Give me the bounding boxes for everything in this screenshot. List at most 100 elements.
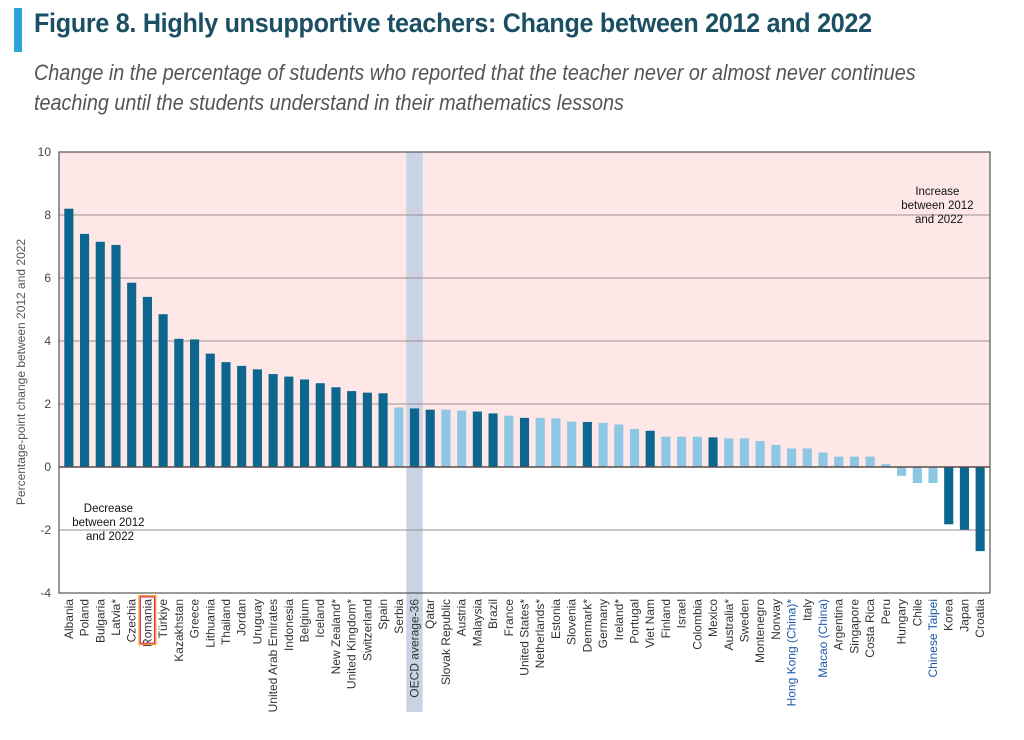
bar [504,415,514,467]
x-tick-label: Netherlands* [533,599,547,669]
y-tick-label: 10 [38,145,52,159]
bar [64,208,74,467]
x-tick-label: Malaysia [470,599,484,647]
annotation-increase-line: Increase [915,186,959,198]
x-tick-label: Bulgaria [93,599,107,643]
x-tick-label: Israel [675,599,689,628]
x-tick-label: Estonia [549,599,563,639]
bar [959,467,969,530]
romania-highlight-box [138,595,157,646]
bar [331,387,341,467]
x-tick-label: Czechia [125,599,139,643]
y-tick-label: 8 [44,208,51,222]
bar [95,241,105,467]
bar [221,362,231,467]
x-tick-label: OECD average-36 [408,599,422,698]
bar [771,444,781,467]
bar [629,428,640,467]
bar [362,392,372,467]
x-tick-label: Mexico [706,599,720,637]
bar [378,393,388,467]
romania-highlight-box-inner [139,596,155,644]
bar [551,418,561,467]
bar [661,436,671,467]
x-tick-label: United Arab Emirates [266,599,280,712]
x-tick-label: Serbia [392,599,406,634]
bar [441,409,451,467]
x-tick-label: New Zealand* [329,599,343,675]
x-tick-label: Brazil [486,599,500,629]
bar [80,233,90,467]
y-tick-label: 0 [44,460,51,474]
bar [724,438,734,467]
bar [457,410,467,467]
x-tick-label: Austria [455,599,469,637]
bar [598,422,608,467]
title-accent-bar [14,8,22,52]
bar [708,437,718,467]
bar [111,244,121,467]
x-tick-label: Italy [800,599,814,621]
bar [944,467,954,525]
x-tick-label: Singapore [847,599,861,654]
x-tick-label: Thailand [219,599,233,645]
x-tick-label: Korea [942,599,956,631]
x-tick-label: United Kingdom* [345,599,359,689]
x-tick-label: Spain [376,599,390,630]
y-tick-label: 6 [44,271,51,285]
x-tick-label: Portugal [627,599,641,644]
bar [928,467,938,484]
bar [849,456,860,467]
bar [975,467,985,552]
y-tick-label: -4 [40,586,51,600]
bar [614,424,624,467]
annotation-decrease-line: Decrease [84,503,133,515]
x-tick-label: Jordan [235,599,249,636]
bar [535,417,545,467]
x-tick-label: Lithuania [203,599,217,648]
x-tick-label: Viet Nam [643,599,657,648]
bar [174,338,184,467]
x-tick-label: Chile [910,599,924,627]
x-tick-label: Macao (China) [816,599,830,678]
x-tick-label: Belgium [298,599,312,642]
x-tick-label: Ireland* [612,599,626,641]
bar [425,409,435,467]
bar [284,376,294,467]
x-tick-label: Albania [62,599,76,639]
bar [645,430,655,467]
x-tick-label: Montenegro [753,599,767,663]
bar [472,411,482,467]
bar [409,408,420,467]
bar [189,339,200,467]
figure-subtitle: Change in the percentage of students who… [34,60,916,115]
bar [897,467,907,476]
y-tick-label: 4 [44,334,51,348]
x-tick-label: Switzerland [360,599,374,661]
y-tick-label: 2 [44,397,51,411]
x-tick-label: Croatia [973,599,987,638]
bar [912,467,922,484]
bar [519,417,530,467]
x-tick-label: Finland [659,599,673,638]
x-tick-label: Colombia [690,599,704,650]
x-tick-label: Hungary [895,599,909,644]
x-tick-label: Qatar [423,599,437,629]
bar [677,436,687,467]
y-tick-label: -2 [40,523,51,537]
x-tick-label: United States* [518,599,532,676]
bar [268,374,278,467]
x-tick-label: Chinese Taipei [926,599,940,678]
bar [299,379,310,467]
bar [394,407,404,467]
annotation-decrease-line: and 2022 [86,531,134,543]
x-tick-label: Germany [596,599,610,648]
x-tick-label: Kazakhstan [172,599,186,662]
bar [865,456,875,467]
x-tick-label: Hong Kong (China)* [785,599,799,707]
bar [834,456,844,467]
bar [315,383,325,467]
bar [252,369,262,467]
bar [802,448,812,467]
